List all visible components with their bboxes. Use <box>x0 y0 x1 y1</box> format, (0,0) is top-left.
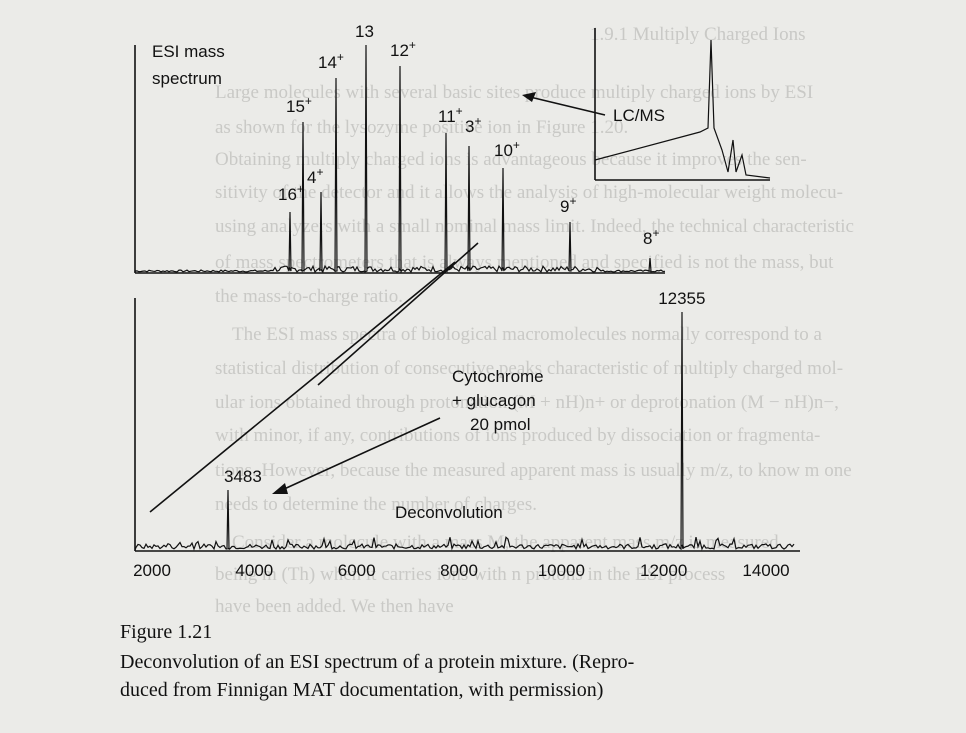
bleed-line: Large molecules with several basic sites… <box>215 82 813 103</box>
charge-number: 11 <box>438 107 456 126</box>
charge-sign: + <box>409 38 416 52</box>
deconvolution-spectrum <box>134 311 795 551</box>
sample-label: + glucagon <box>452 391 536 410</box>
arrow <box>281 417 441 491</box>
charge-number: 10 <box>494 141 513 160</box>
charge-sign: + <box>474 114 481 128</box>
charge-number: 13 <box>355 22 374 41</box>
charge-sign: + <box>652 226 659 240</box>
bleed-line: the mass-to-charge ratio. <box>215 286 403 307</box>
charge-label: 15+ <box>286 94 312 116</box>
bleed-line: of mass spectrometers that is always men… <box>215 252 834 273</box>
bleed-line: using analyzers with a small nominal mas… <box>215 216 854 237</box>
bleed-line: sitivity of the detector and it allows t… <box>215 182 843 203</box>
charge-label: 16+ <box>278 182 304 204</box>
bleed-line: have been added. We then have <box>215 596 454 617</box>
x-tick-label: 6000 <box>338 561 376 580</box>
bleed-line: with minor, if any, contributions of ion… <box>215 425 820 446</box>
arrowhead <box>522 92 536 102</box>
bleed-line: tions. However, because the measured app… <box>215 460 852 481</box>
esi-label: ESI mass <box>152 42 225 61</box>
charge-number: 12 <box>390 41 409 60</box>
charge-sign: + <box>316 165 323 179</box>
x-tick-label: 10000 <box>538 561 585 580</box>
connector <box>149 261 456 513</box>
charge-label: 3+ <box>465 114 481 136</box>
caption-label: Figure 1.21 <box>120 621 212 643</box>
axis-labels: 2000 4000 6000 8000 10000 12000 14000 3483 12355 <box>133 289 790 580</box>
charge-number: 4 <box>307 168 316 187</box>
sample-label: 20 pmol <box>470 415 530 434</box>
bleed-line: being m (Th) when it carries ions with n… <box>215 564 725 585</box>
charge-sign: + <box>337 50 344 64</box>
charge-label: 12+ <box>390 38 416 60</box>
charge-number: 9 <box>560 197 569 216</box>
peak-label: 12355 <box>658 289 705 308</box>
bleed-line: Obtaining multiply charged ions is advan… <box>215 149 807 170</box>
charge-label: 11+ <box>438 104 463 126</box>
esi-label: spectrum <box>152 69 222 88</box>
caption-text: Deconvolution of an ESI spectrum of a pr… <box>120 651 634 673</box>
charge-label: 14+ <box>318 50 344 72</box>
bleed-line: 1.9.1 Multiply Charged Ions <box>590 24 806 45</box>
charge-label: 13 <box>355 22 374 41</box>
charge-sign: + <box>305 94 312 108</box>
charge-number: 16 <box>278 185 297 204</box>
arrowhead <box>272 483 288 494</box>
charge-label: 10+ <box>494 138 520 160</box>
peak-label: 3483 <box>224 467 262 486</box>
charge-number: 8 <box>643 229 652 248</box>
charge-label: 9+ <box>560 194 576 216</box>
charge-sign: + <box>456 104 463 118</box>
charge-sign: + <box>513 138 520 152</box>
arrow <box>529 96 606 116</box>
charge-number: 14 <box>318 53 337 72</box>
x-tick-label: 2000 <box>133 561 171 580</box>
esi-spectrum <box>134 44 666 274</box>
lcms-trace <box>594 39 771 179</box>
x-tick-label: 14000 <box>742 561 789 580</box>
bleed-line: statistical distribution of consecutive … <box>215 358 843 379</box>
charge-label: 8+ <box>643 226 659 248</box>
sample-label: Cytochrome <box>452 367 544 386</box>
x-tick-label: 8000 <box>440 561 478 580</box>
bleed-through-text: 1.9.1 Multiply Charged Ions Large molecul… <box>215 24 854 617</box>
x-tick-label: 4000 <box>235 561 273 580</box>
bleed-line: The ESI mass spectra of biological macro… <box>232 324 822 345</box>
lcms-label: LC/MS <box>613 106 665 125</box>
bleed-line: as shown for the lysozyme positive ion i… <box>215 117 628 138</box>
charge-number: 3 <box>465 117 474 136</box>
bleed-line: needs to determine the number of charges… <box>215 494 537 515</box>
connector <box>317 242 479 386</box>
charge-number: 15 <box>286 97 305 116</box>
caption-text: duced from Finnigan MAT documentation, w… <box>120 679 603 701</box>
charge-label: 4+ <box>307 165 323 187</box>
x-tick-label: 12000 <box>640 561 687 580</box>
charge-sign: + <box>297 182 304 196</box>
charge-sign: + <box>569 194 576 208</box>
deconvolution-label: Deconvolution <box>395 503 503 522</box>
